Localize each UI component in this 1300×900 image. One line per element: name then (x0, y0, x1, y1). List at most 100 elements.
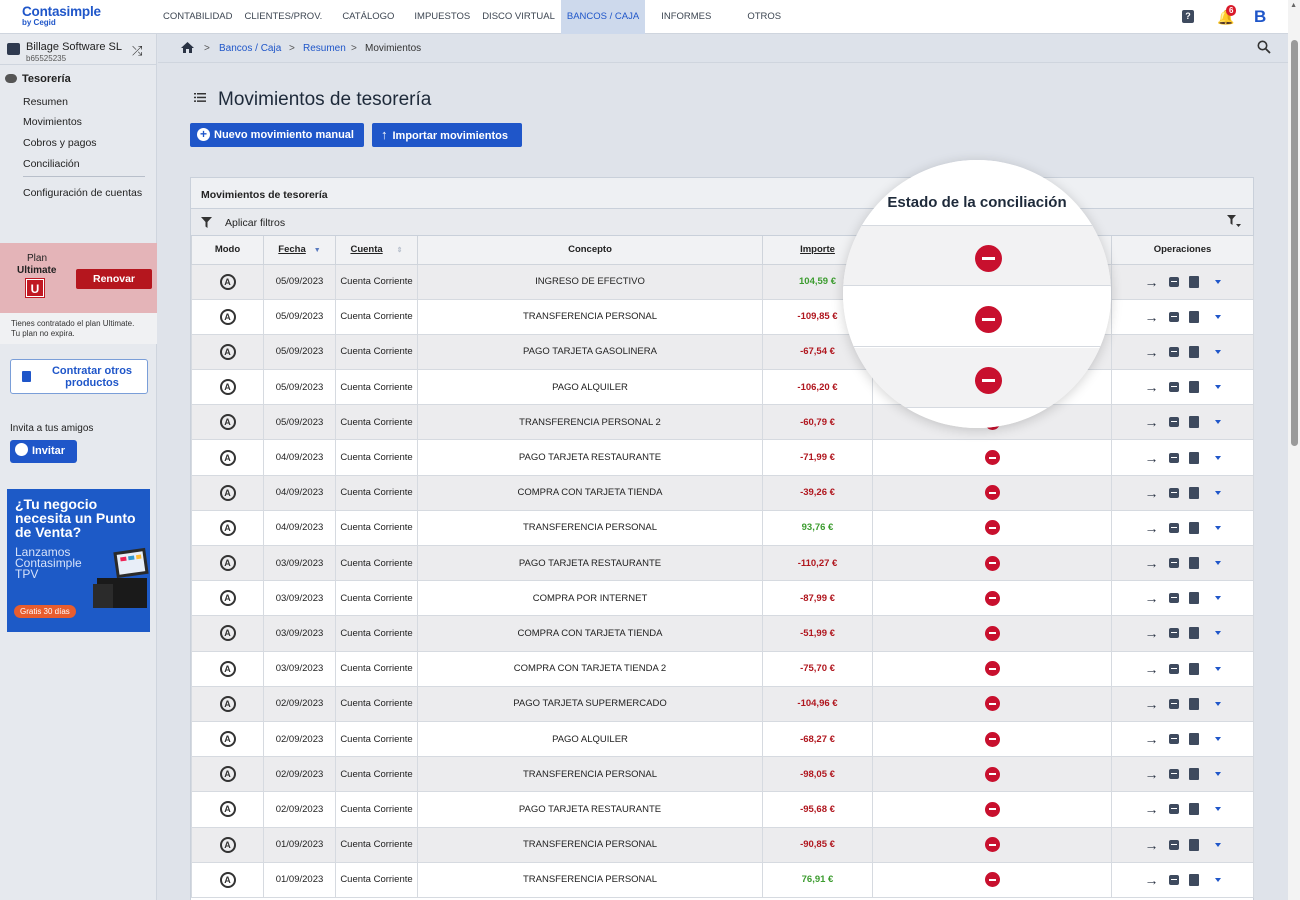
document-icon[interactable] (1188, 381, 1199, 394)
chevron-down-icon[interactable] (1214, 525, 1221, 530)
arrow-right-icon[interactable]: → (1144, 766, 1159, 783)
edit-entry-icon[interactable] (1168, 346, 1179, 357)
renew-button[interactable]: Renovar (76, 269, 152, 289)
arrow-right-icon[interactable]: → (1144, 731, 1159, 748)
hire-products-button[interactable]: Contratar otros productos (10, 359, 148, 394)
not-reconciled-icon[interactable] (975, 306, 1002, 333)
document-icon[interactable] (1188, 275, 1199, 288)
not-reconciled-icon[interactable] (984, 801, 1000, 817)
chevron-down-icon[interactable] (1214, 842, 1221, 847)
page-scrollbar[interactable]: ▲ (1288, 0, 1300, 900)
chevron-down-icon[interactable] (1214, 772, 1221, 777)
document-icon[interactable] (1188, 310, 1199, 323)
edit-entry-icon[interactable] (1168, 382, 1179, 393)
chevron-down-icon[interactable] (1214, 807, 1221, 812)
chevron-down-icon[interactable] (1214, 596, 1221, 601)
nav-item-contabilidad[interactable]: CONTABILIDAD (163, 11, 233, 22)
not-reconciled-icon[interactable] (984, 625, 1000, 641)
col-cuenta[interactable]: Cuenta ⇕ (335, 236, 418, 265)
edit-entry-icon[interactable] (1168, 452, 1179, 463)
table-row[interactable]: A 02/09/2023 Cuenta Corriente TRANSFERENCIA… (191, 756, 1254, 793)
chevron-down-icon[interactable] (1214, 385, 1221, 390)
arrow-right-icon[interactable]: → (1144, 308, 1159, 325)
table-row[interactable]: A 01/09/2023 Cuenta Corriente TRANSFERENCIA… (191, 861, 1254, 898)
nav-item-cat-logo[interactable]: CATÁLOGO (342, 11, 395, 22)
not-reconciled-icon[interactable] (984, 766, 1000, 782)
document-icon[interactable] (1188, 662, 1199, 675)
table-row[interactable]: A 02/09/2023 Cuenta Corriente PAGO TARJETA … (191, 685, 1254, 722)
filter-options-icon[interactable] (1227, 215, 1241, 228)
document-icon[interactable] (1188, 345, 1199, 358)
document-icon[interactable] (1188, 768, 1199, 781)
invite-button[interactable]: Invitar (10, 440, 77, 463)
arrow-right-icon[interactable]: → (1144, 555, 1159, 572)
edit-entry-icon[interactable] (1168, 487, 1179, 498)
table-row[interactable]: A 03/09/2023 Cuenta Corriente COMPRA CON TA… (191, 650, 1254, 687)
not-reconciled-icon[interactable] (984, 696, 1000, 712)
edit-entry-icon[interactable] (1168, 522, 1179, 533)
document-icon[interactable] (1188, 416, 1199, 429)
nav-item-otros[interactable]: OTROS (747, 11, 782, 22)
arrow-right-icon[interactable]: → (1144, 379, 1159, 396)
nav-item-disco-virtual[interactable]: DISCO VIRTUAL (482, 11, 555, 22)
not-reconciled-icon[interactable] (984, 731, 1000, 747)
document-icon[interactable] (1188, 557, 1199, 570)
promo-banner[interactable]: ¿Tu negocio necesita un Punto de Venta? … (7, 489, 150, 632)
arrow-right-icon[interactable]: → (1144, 519, 1159, 536)
document-icon[interactable] (1188, 521, 1199, 534)
chevron-down-icon[interactable] (1214, 349, 1221, 354)
not-reconciled-icon[interactable] (975, 367, 1002, 394)
switch-company-icon[interactable]: ⤮ (132, 43, 143, 58)
edit-entry-icon[interactable] (1168, 628, 1179, 639)
sidebar-item-config-cuentas[interactable]: Configuración de cuentas (23, 187, 143, 199)
search-icon[interactable] (1257, 40, 1271, 54)
chevron-down-icon[interactable] (1214, 877, 1221, 882)
document-icon[interactable] (1188, 592, 1199, 605)
table-row[interactable]: A 04/09/2023 Cuenta Corriente PAGO TARJETA … (191, 439, 1254, 476)
chevron-down-icon[interactable] (1214, 631, 1221, 636)
document-icon[interactable] (1188, 838, 1199, 851)
apply-filters-link[interactable]: Aplicar filtros (225, 217, 286, 229)
table-row[interactable]: A 01/09/2023 Cuenta Corriente TRANSFERENCIA… (191, 826, 1254, 863)
edit-entry-icon[interactable] (1168, 417, 1179, 428)
edit-entry-icon[interactable] (1168, 698, 1179, 709)
sidebar-item-cobros-pagos[interactable]: Cobros y pagos (23, 137, 97, 149)
table-row[interactable]: A 03/09/2023 Cuenta Corriente PAGO TARJETA … (191, 544, 1254, 582)
not-reconciled-icon[interactable] (984, 590, 1000, 606)
sidebar-item-resumen[interactable]: Resumen (23, 96, 68, 108)
not-reconciled-icon[interactable] (984, 661, 1000, 677)
table-row[interactable]: A 04/09/2023 Cuenta Corriente TRANSFERENCIA… (191, 509, 1254, 547)
promo-cta[interactable]: Gratis 30 días (14, 605, 76, 618)
chevron-down-icon[interactable] (1214, 666, 1221, 671)
sidebar-item-conciliacion[interactable]: Conciliación (23, 158, 80, 170)
nav-item-informes[interactable]: INFORMES (661, 11, 712, 22)
document-icon[interactable] (1188, 803, 1199, 816)
not-reconciled-icon[interactable] (984, 485, 1000, 501)
chevron-down-icon[interactable] (1214, 737, 1221, 742)
arrow-right-icon[interactable]: → (1144, 695, 1159, 712)
arrow-right-icon[interactable]: → (1144, 343, 1159, 360)
nav-item-clientes-prov[interactable]: CLIENTES/PROV. (244, 11, 323, 22)
table-row[interactable]: A 03/09/2023 Cuenta Corriente COMPRA CON TA… (191, 615, 1254, 652)
home-icon[interactable] (181, 42, 194, 53)
not-reconciled-icon[interactable] (975, 245, 1002, 272)
sidebar-item-movimientos[interactable]: Movimientos (23, 116, 82, 128)
not-reconciled-icon[interactable] (984, 837, 1000, 853)
arrow-right-icon[interactable]: → (1144, 273, 1159, 290)
nav-item-impuestos[interactable]: IMPUESTOS (414, 11, 471, 22)
table-row[interactable]: A 02/09/2023 Cuenta Corriente PAGO ALQUILER… (191, 720, 1254, 758)
document-icon[interactable] (1188, 697, 1199, 710)
chevron-down-icon[interactable] (1214, 420, 1221, 425)
help-icon[interactable]: ? (1182, 10, 1194, 23)
edit-entry-icon[interactable] (1168, 804, 1179, 815)
arrow-right-icon[interactable]: → (1144, 660, 1159, 677)
edit-entry-icon[interactable] (1168, 311, 1179, 322)
edit-entry-icon[interactable] (1168, 874, 1179, 885)
document-icon[interactable] (1188, 627, 1199, 640)
import-movements-button[interactable]: ↑ Importar movimientos (372, 123, 522, 147)
chevron-down-icon[interactable] (1214, 279, 1221, 284)
arrow-right-icon[interactable]: → (1144, 449, 1159, 466)
scroll-thumb[interactable] (1291, 40, 1298, 446)
arrow-right-icon[interactable]: → (1144, 625, 1159, 642)
arrow-right-icon[interactable]: → (1144, 801, 1159, 818)
